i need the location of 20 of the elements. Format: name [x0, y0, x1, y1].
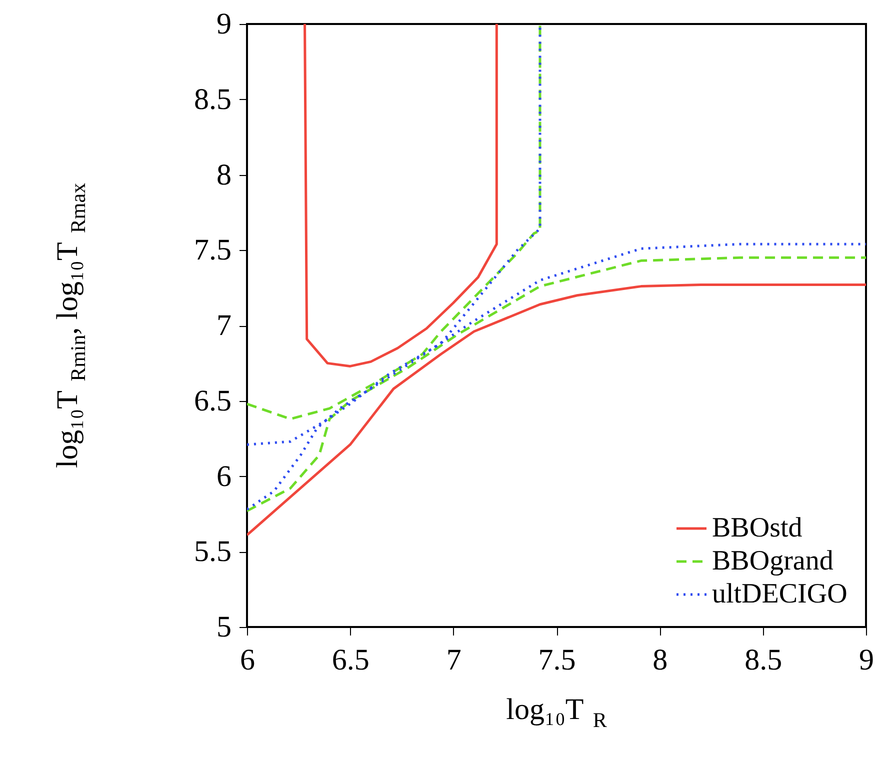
x-tick-label: 6	[240, 644, 255, 676]
y-tick-label: 6.5	[194, 384, 232, 418]
y-tick-label: 8.5	[194, 82, 232, 116]
x-tick-label: 7.5	[538, 644, 576, 676]
legend-label: BBOgrand	[712, 546, 834, 576]
legend-label: ultDECIGO	[712, 578, 848, 610]
x-tick-label: 9	[859, 644, 874, 676]
y-tick-label: 5	[216, 610, 232, 644]
y-tick-label: 6	[216, 460, 232, 493]
x-tick-label: 6.5	[332, 644, 370, 676]
y-tick-label: 8	[216, 158, 232, 192]
x-tick-label: 7	[446, 644, 462, 676]
x-tick-label: 8.5	[744, 644, 782, 676]
y-tick-label: 9	[216, 8, 232, 40]
y-tick-label: 7	[216, 309, 232, 342]
y-tick-label: 7.5	[194, 234, 232, 267]
y-tick-label: 5.5	[194, 535, 232, 568]
legend-label: BBOstd	[712, 512, 802, 544]
x-tick-label: 8	[652, 644, 668, 676]
y-axis-title: log₁₀TRmin, log₁₀TRmax	[51, 182, 90, 468]
